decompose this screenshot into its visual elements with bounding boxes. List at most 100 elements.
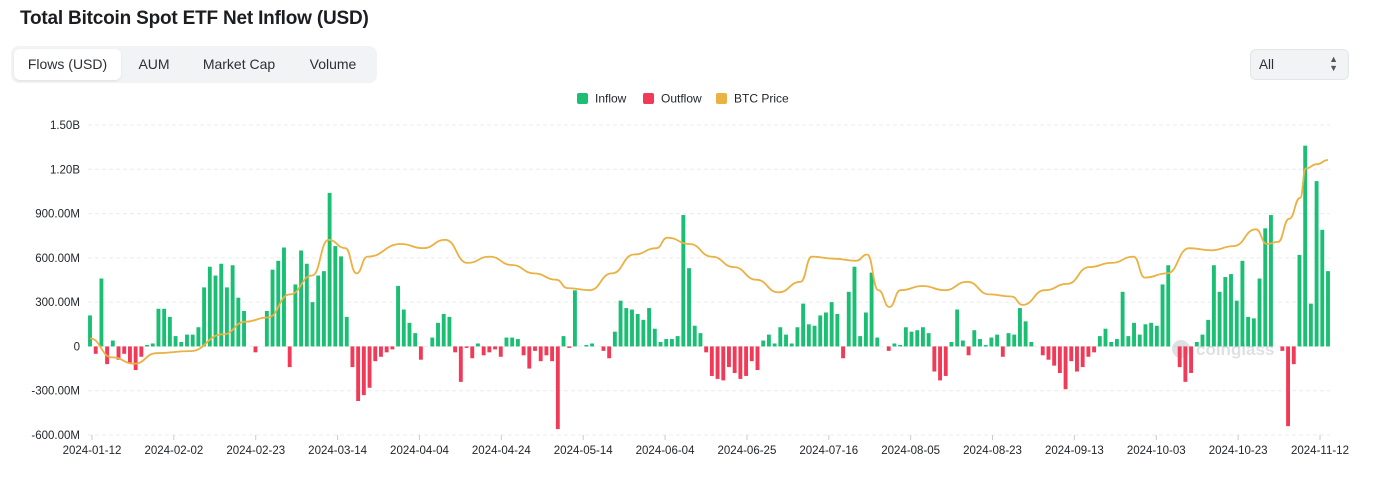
inflow-bar[interactable] xyxy=(1194,342,1199,347)
outflow-bar[interactable] xyxy=(886,346,891,351)
outflow-bar[interactable] xyxy=(709,346,714,376)
inflow-bar[interactable] xyxy=(960,340,965,347)
outflow-bar[interactable] xyxy=(498,346,503,357)
legend-inflow-label[interactable]: Inflow xyxy=(595,92,627,106)
inflow-bar[interactable] xyxy=(835,313,840,347)
outflow-bar[interactable] xyxy=(384,346,389,353)
outflow-bar[interactable] xyxy=(738,346,743,379)
inflow-bar[interactable] xyxy=(1234,300,1239,347)
outflow-bar[interactable] xyxy=(1177,346,1182,368)
outflow-bar[interactable] xyxy=(139,346,144,357)
outflow-bar[interactable] xyxy=(704,346,709,353)
inflow-bar[interactable] xyxy=(110,340,115,347)
inflow-bar[interactable] xyxy=(1314,181,1319,347)
inflow-bar[interactable] xyxy=(772,343,777,347)
inflow-bar[interactable] xyxy=(1257,278,1262,347)
outflow-bar[interactable] xyxy=(356,346,361,402)
inflow-bar[interactable] xyxy=(310,302,315,347)
inflow-bar[interactable] xyxy=(441,313,446,347)
inflow-bar[interactable] xyxy=(1154,325,1159,347)
outflow-bar[interactable] xyxy=(727,346,731,368)
inflow-bar[interactable] xyxy=(898,344,903,347)
outflow-bar[interactable] xyxy=(390,346,395,350)
outflow-bar[interactable] xyxy=(749,346,754,362)
inflow-bar[interactable] xyxy=(1200,334,1205,347)
outflow-bar[interactable] xyxy=(1000,346,1005,357)
outflow-bar[interactable] xyxy=(938,346,942,381)
inflow-bar[interactable] xyxy=(761,340,766,347)
inflow-bar[interactable] xyxy=(641,319,646,347)
inflow-bar[interactable] xyxy=(1251,318,1256,347)
inflow-bar[interactable] xyxy=(1223,277,1228,347)
inflow-bar[interactable] xyxy=(1103,328,1108,347)
inflow-bar[interactable] xyxy=(692,325,697,347)
outflow-bar[interactable] xyxy=(943,346,948,376)
inflow-bar[interactable] xyxy=(766,334,771,347)
inflow-bar[interactable] xyxy=(989,337,994,347)
inflow-bar[interactable] xyxy=(504,337,509,347)
inflow-bar[interactable] xyxy=(270,269,275,347)
inflow-bar[interactable] xyxy=(276,260,281,347)
time-range-select[interactable]: All ▲ ▼ xyxy=(1250,49,1349,80)
inflow-bar[interactable] xyxy=(196,327,201,347)
outflow-bar[interactable] xyxy=(1046,346,1051,360)
inflow-bar[interactable] xyxy=(926,333,931,347)
inflow-bar[interactable] xyxy=(156,308,161,347)
inflow-bar[interactable] xyxy=(407,322,412,347)
inflow-bar[interactable] xyxy=(476,343,480,347)
outflow-bar[interactable] xyxy=(1280,346,1285,351)
inflow-bar[interactable] xyxy=(173,336,178,347)
outflow-bar[interactable] xyxy=(487,346,492,353)
inflow-bar[interactable] xyxy=(150,343,155,347)
inflow-bar[interactable] xyxy=(1320,229,1325,347)
outflow-bar[interactable] xyxy=(1286,346,1290,427)
tab-aum[interactable]: AUM xyxy=(138,56,170,72)
outflow-bar[interactable] xyxy=(533,346,537,351)
outflow-bar[interactable] xyxy=(732,346,737,373)
inflow-bar[interactable] xyxy=(915,330,920,347)
outflow-bar[interactable] xyxy=(361,346,366,396)
inflow-bar[interactable] xyxy=(213,275,218,347)
inflow-bar[interactable] xyxy=(875,337,880,347)
inflow-bar[interactable] xyxy=(846,291,851,347)
tab-market-cap[interactable]: Market Cap xyxy=(202,56,276,72)
inflow-bar[interactable] xyxy=(824,312,828,347)
inflow-bar[interactable] xyxy=(1120,291,1125,347)
outflow-bar[interactable] xyxy=(567,346,572,348)
inflow-bar[interactable] xyxy=(430,337,435,347)
inflow-bar[interactable] xyxy=(316,275,321,347)
inflow-bar[interactable] xyxy=(1263,228,1268,347)
inflow-bar[interactable] xyxy=(789,343,794,347)
outflow-bar[interactable] xyxy=(350,346,355,368)
inflow-bar[interactable] xyxy=(818,315,823,347)
inflow-bar[interactable] xyxy=(590,343,594,347)
inflow-bar[interactable] xyxy=(1149,322,1154,347)
inflow-bar[interactable] xyxy=(327,192,332,347)
inflow-bar[interactable] xyxy=(447,316,452,347)
inflow-bar[interactable] xyxy=(624,308,629,347)
inflow-bar[interactable] xyxy=(1160,284,1165,347)
outflow-bar[interactable] xyxy=(1092,346,1097,353)
outflow-bar[interactable] xyxy=(601,346,606,351)
outflow-bar[interactable] xyxy=(481,346,486,356)
inflow-bar[interactable] xyxy=(1097,336,1102,347)
inflow-bar[interactable] xyxy=(795,327,800,347)
inflow-bar[interactable] xyxy=(978,339,982,347)
inflow-bar[interactable] xyxy=(304,263,309,347)
inflow-bar[interactable] xyxy=(202,287,207,347)
inflow-bar[interactable] xyxy=(207,266,212,347)
btc-price-path[interactable] xyxy=(89,159,1329,365)
inflow-bar[interactable] xyxy=(167,316,172,347)
outflow-bar[interactable] xyxy=(1086,346,1091,357)
inflow-bar[interactable] xyxy=(1297,254,1302,347)
outflow-bar[interactable] xyxy=(122,346,127,354)
inflow-bar[interactable] xyxy=(635,313,640,347)
inflow-bar[interactable] xyxy=(1109,342,1114,347)
inflow-bar[interactable] xyxy=(299,250,304,347)
outflow-bar[interactable] xyxy=(932,346,937,372)
inflow-bar[interactable] xyxy=(647,308,652,347)
inflow-bar[interactable] xyxy=(630,309,634,347)
outflow-bar[interactable] xyxy=(1052,346,1057,366)
outflow-bar[interactable] xyxy=(1040,346,1045,356)
inflow-bar[interactable] xyxy=(612,331,617,347)
